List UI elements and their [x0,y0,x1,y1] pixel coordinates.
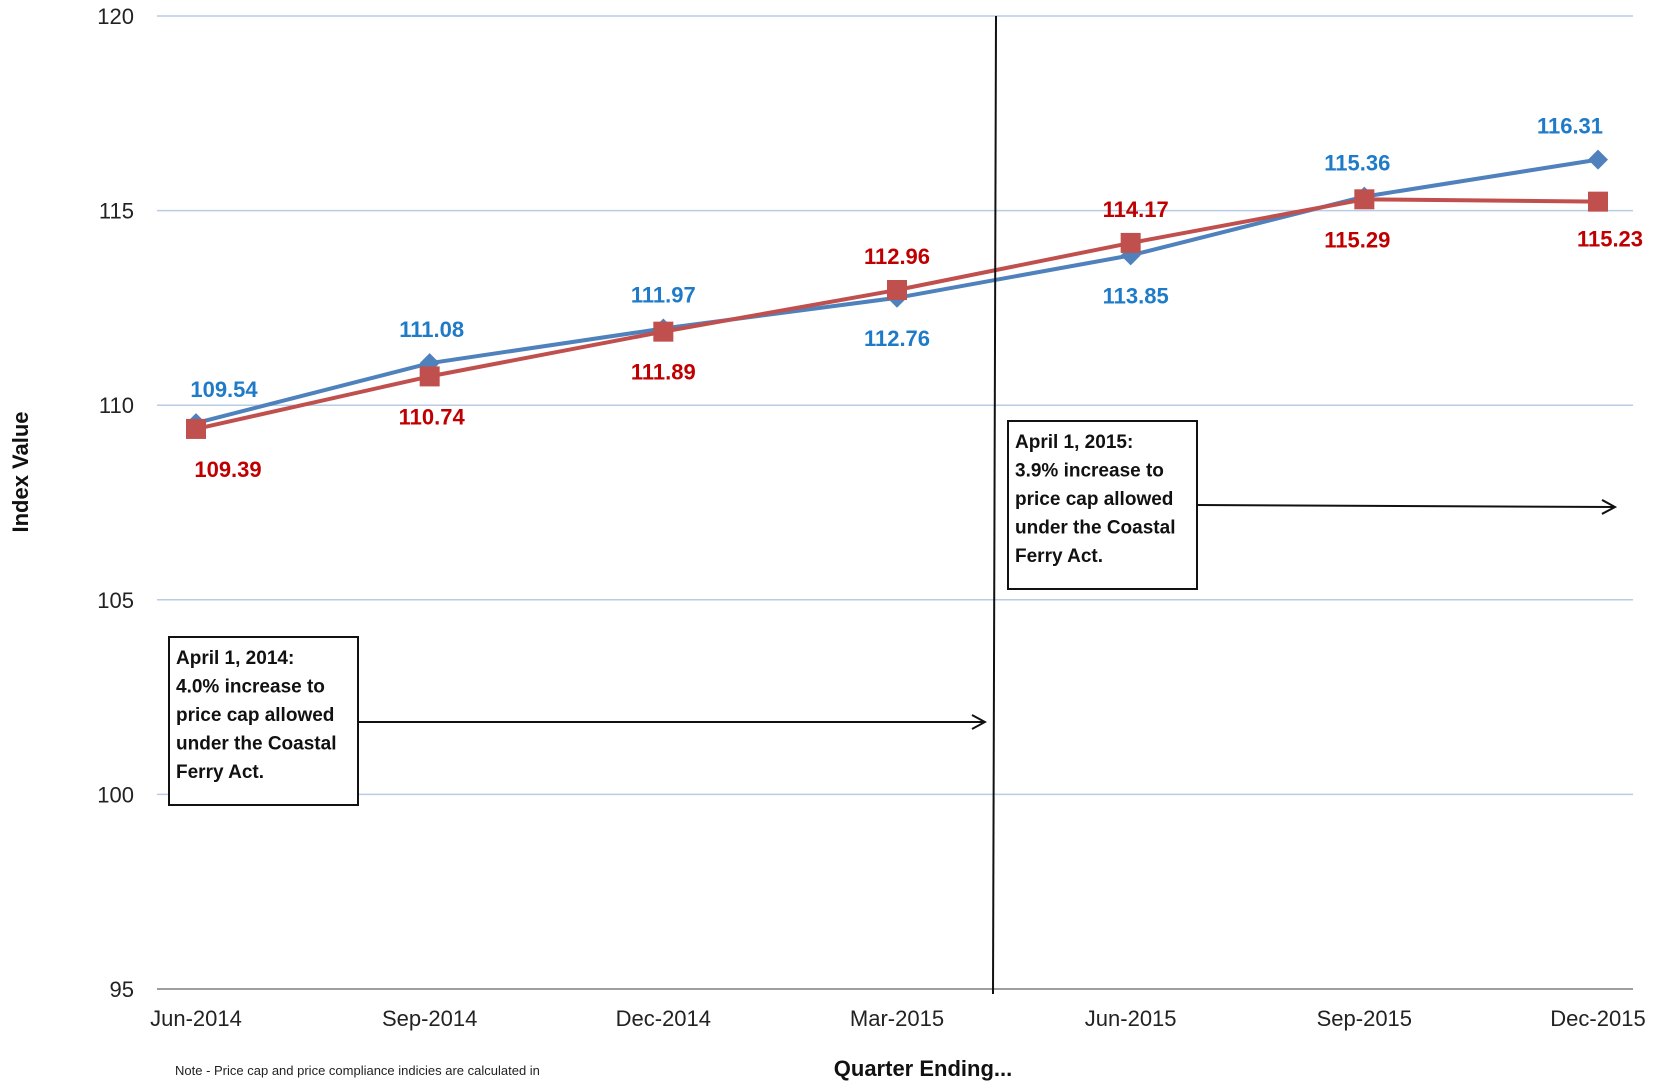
annotation-box [168,636,359,806]
annotation-line: 4.0% increase to [176,677,325,698]
annotation-line: under the Coastal [1015,518,1175,539]
data-label: 110.74 [399,404,466,429]
x-tick-label: Dec-2015 [1550,1006,1645,1031]
data-labels-layer: 109.54 111.08 111.97 112.76 113.85 115.36 116.… [190,114,1643,482]
axes: 95 100 105 110 115 120 Jun-2014 Sep-2014 Dec-201… [97,4,1645,1031]
data-label: 115.29 [1324,227,1390,252]
annotation-line: April 1, 2015: [1015,432,1133,453]
data-point-square [186,418,206,439]
annotation-line: price cap allowed [176,705,334,726]
data-label: 111.89 [631,360,696,385]
y-tick-label: 105 [97,588,134,613]
data-label: 113.85 [1103,283,1169,308]
data-label: 112.96 [864,244,930,269]
data-label: 116.31 [1537,114,1603,139]
y-tick-label: 115 [99,199,134,224]
x-tick-label: Sep-2015 [1317,1006,1412,1031]
y-axis-title: Index Value [8,411,33,532]
annotation-box [1007,420,1198,590]
data-point-square [1354,189,1375,210]
x-axis-title: Quarter Ending... [834,1056,1012,1081]
annotation-line: Ferry Act. [1015,546,1103,567]
data-label: 111.08 [399,317,464,342]
data-point-square [1588,191,1608,212]
y-tick-label: 95 [110,977,134,1002]
annotations-layer: April 1, 2014: 4.0% increase to price cap … [168,15,1615,995]
annotation-line: 3.9% increase to [1015,461,1164,482]
x-tick-label: Mar-2015 [850,1006,944,1031]
series-layer [186,149,1608,439]
annotation-line: Ferry Act. [176,762,264,783]
data-point-square [419,366,440,387]
y-tick-label: 120 [97,4,134,29]
x-tick-label: Jun-2015 [1085,1006,1177,1031]
data-label: 112.76 [864,326,930,351]
data-point-square [653,321,674,342]
data-label: 115.36 [1324,151,1390,176]
data-label: 115.23 [1577,227,1643,252]
annotation-line: April 1, 2014: [176,648,294,669]
data-label: 109.54 [190,377,258,402]
x-tick-label: Jun-2014 [150,1006,242,1031]
annotation-line: under the Coastal [176,734,336,755]
data-point-square [887,279,907,300]
data-label: 114.17 [1103,197,1169,222]
x-tick-label: Dec-2014 [616,1006,711,1031]
gridlines [157,15,1633,796]
footnote: Note - Price cap and price compliance in… [175,1063,540,1078]
data-label: 111.97 [631,283,696,308]
y-tick-label: 100 [97,782,134,807]
x-tick-label: Sep-2014 [382,1006,477,1031]
divider-line [992,15,997,995]
data-label: 109.39 [194,457,261,482]
annotation-line: price cap allowed [1015,489,1173,510]
data-point-square [1120,232,1141,253]
y-tick-label: 110 [99,393,134,418]
data-point-diamond [1588,149,1608,170]
annotation-arrow [1196,505,1615,507]
